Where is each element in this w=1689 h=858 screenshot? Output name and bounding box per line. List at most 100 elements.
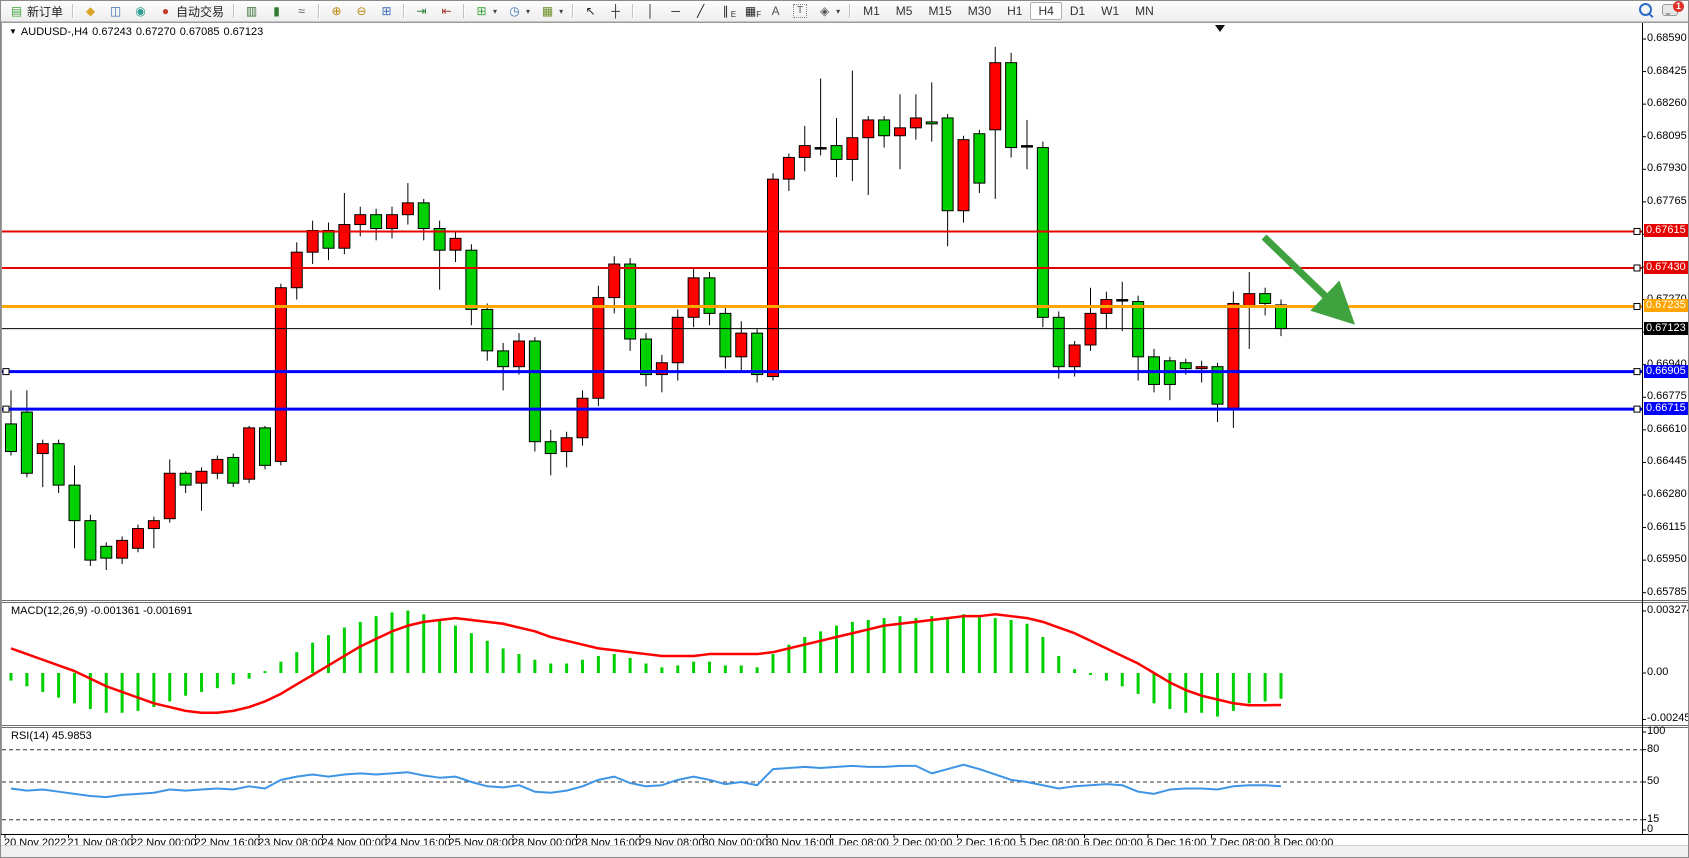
chart-low-value: 0.67085 — [179, 26, 220, 38]
line-chart-icon[interactable]: ≈ — [289, 2, 314, 21]
search-button[interactable] — [1639, 3, 1652, 19]
line-handle — [1633, 227, 1641, 235]
period-dropdown: ◷ — [509, 3, 520, 18]
chart-close-value: 0.67123 — [223, 26, 264, 38]
auto-scroll-icon[interactable]: ⇥ — [409, 2, 434, 21]
new-order-button[interactable]: ▤ 新订单 — [4, 1, 68, 22]
timeframe-button-mn[interactable]: MN — [1135, 4, 1154, 18]
candle — [147, 520, 160, 530]
timeframe-button-d1[interactable]: D1 — [1069, 4, 1086, 18]
price-badge-0.67123: 0.67123 — [1644, 321, 1688, 335]
macd-tick-label: -0.002453 — [1647, 712, 1688, 725]
timeframe-button-m5[interactable]: M5 — [895, 4, 913, 18]
notifications-button[interactable]: 1 — [1662, 1, 1684, 19]
macd-indicator-label: MACD(12,26,9) -0.001361 -0.001691 — [11, 605, 193, 617]
text-icon: A — [771, 3, 780, 18]
timeframe-button-m30[interactable]: M30 — [967, 4, 992, 18]
arrows-icon[interactable]: ◈ ▾ — [812, 2, 845, 21]
rsi-tick-label: 15 — [1647, 812, 1660, 825]
price-tick-label: 0.65785 — [1647, 585, 1687, 598]
navigator-icon: ◉ — [135, 3, 146, 18]
search-icon — [1639, 3, 1652, 16]
bar-chart-icon[interactable]: ▥ — [239, 2, 264, 21]
timeframe-button-m1[interactable]: M1 — [863, 4, 880, 18]
candle — [370, 214, 383, 229]
crosshair-icon: ┼ — [611, 3, 620, 18]
notification-badge: 1 — [1673, 1, 1684, 12]
toolbar-group: ▤ 新订单 — [4, 1, 68, 21]
candle — [227, 456, 240, 484]
text-label-icon[interactable]: T — [788, 2, 812, 20]
chart-shift-icon[interactable]: ⇤ — [434, 2, 459, 21]
candle — [751, 332, 764, 376]
price-tick-label: 0.67930 — [1647, 162, 1687, 175]
charts-dropdown-icon: ◆ — [85, 3, 96, 18]
candle — [782, 156, 795, 180]
price-tick-label: 0.67765 — [1647, 194, 1687, 207]
candle — [52, 443, 65, 486]
horizontal-lines[interactable] — [2, 227, 1642, 413]
candle — [703, 277, 716, 314]
toolbar-group: │ ─ ╱ ∥ E ▦ F A T ◈ ▾ — [638, 1, 845, 21]
text-icon[interactable]: A — [763, 2, 788, 21]
candle — [1195, 366, 1208, 370]
trendline-icon: ╱ — [696, 3, 705, 18]
timeframe-button-m15[interactable]: M15 — [928, 4, 952, 18]
candle — [735, 332, 748, 358]
candle — [36, 443, 49, 455]
toolbar-group: ⇥ ⇤ — [409, 1, 459, 21]
tile-windows-icon[interactable]: ⊞ — [374, 2, 399, 21]
macd-signal-line — [10, 613, 1282, 715]
zoom-out-icon[interactable]: ⊖ — [349, 2, 374, 21]
period-dropdown[interactable]: ◷ ▾ — [502, 2, 535, 21]
template-dropdown[interactable]: ▦ ▾ — [535, 2, 568, 21]
candle — [306, 229, 319, 253]
candle — [163, 472, 176, 520]
charts-dropdown-icon[interactable]: ◆ — [78, 2, 103, 21]
bar-chart-icon: ▥ — [245, 3, 258, 18]
autotrading-button[interactable]: ● 自动交易 — [153, 1, 229, 22]
new-chart-dropdown[interactable]: ⊞ ▾ — [469, 2, 502, 21]
price-badge-0.67615: 0.67615 — [1644, 224, 1688, 238]
cursor-icon[interactable]: ↖ — [578, 2, 603, 21]
zoom-in-icon[interactable]: ⊕ — [324, 2, 349, 21]
timeframe-button-w1[interactable]: W1 — [1101, 4, 1120, 18]
autotrading-icon: ● — [161, 3, 170, 18]
trendline-icon[interactable]: ╱ — [688, 2, 713, 21]
timeframe-button-h1[interactable]: H1 — [1007, 4, 1023, 18]
candlestick-chart-icon[interactable]: ▮ — [264, 2, 289, 21]
candle — [560, 437, 573, 453]
line-chart-icon: ≈ — [298, 3, 305, 18]
candle — [989, 62, 1002, 131]
candle — [84, 520, 97, 561]
toolbar-separator — [233, 4, 236, 18]
candlestick-chart-icon: ▮ — [273, 3, 280, 18]
candle — [1259, 293, 1272, 305]
timeframe-button-h4[interactable]: H4 — [1030, 2, 1062, 20]
crosshair-icon[interactable]: ┼ — [603, 2, 628, 21]
candle — [798, 145, 811, 158]
vertical-line-icon[interactable]: │ — [638, 2, 663, 21]
chart-context-menu-icon[interactable]: ▼ — [9, 27, 17, 36]
candle — [814, 147, 827, 150]
equidistant-channel-icon[interactable]: ∥ E — [713, 2, 738, 21]
candle — [719, 312, 732, 358]
candle — [576, 397, 589, 439]
chart-shift-marker[interactable] — [1215, 25, 1225, 32]
candle — [1132, 301, 1145, 358]
toolbar-separator — [632, 4, 635, 18]
candle — [211, 458, 224, 474]
navigator-icon[interactable]: ◉ — [128, 2, 153, 21]
fibonacci-icon[interactable]: ▦ F — [738, 2, 763, 21]
horizontal-line-icon[interactable]: ─ — [663, 2, 688, 21]
zoom-out-icon: ⊖ — [356, 3, 367, 18]
auto-scroll-icon: ⇥ — [416, 3, 427, 18]
status-bar — [1, 845, 1688, 857]
candle — [116, 539, 129, 559]
trend-arrow[interactable] — [1261, 234, 1356, 325]
rsi-tick-label: 100 — [1647, 725, 1666, 737]
market-watch-icon[interactable]: ◫ — [103, 2, 128, 21]
chart-open-value: 0.67243 — [92, 26, 132, 38]
price-tick-label: 0.68095 — [1647, 129, 1687, 142]
